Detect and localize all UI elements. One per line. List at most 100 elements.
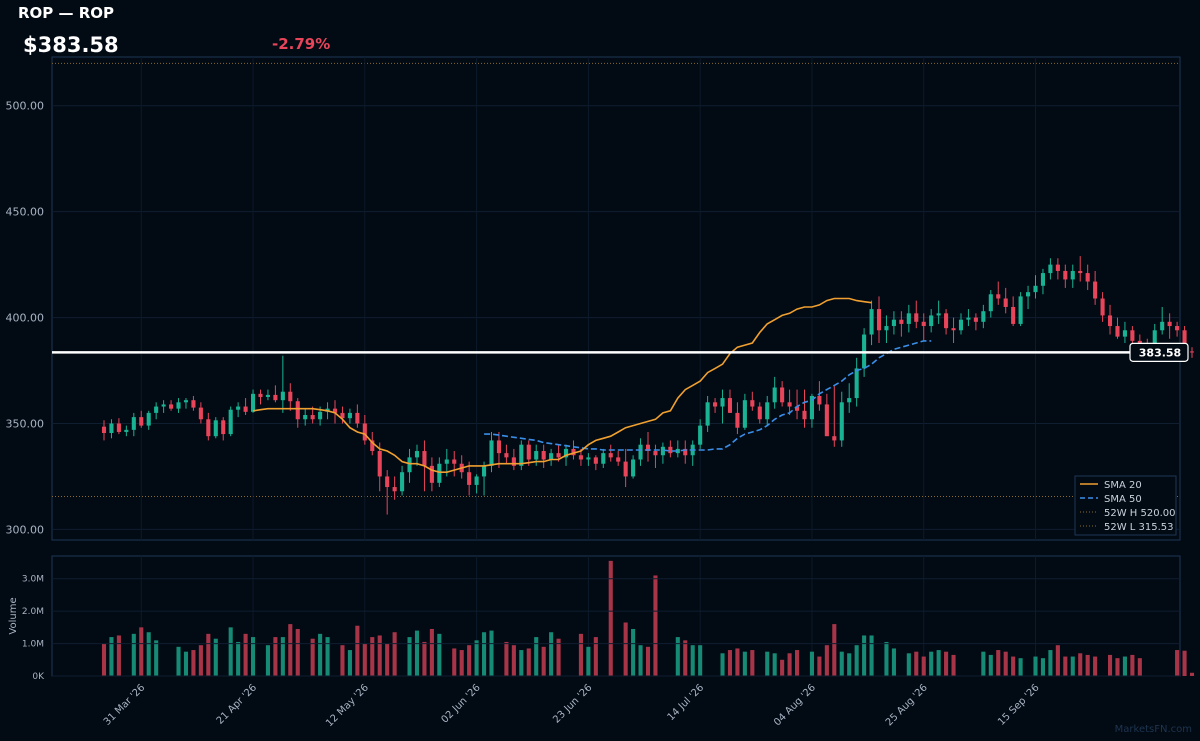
chart-title: ROP — ROP: [18, 4, 115, 22]
candle-body: [422, 451, 427, 466]
price-tick-label: 500.00: [6, 100, 45, 113]
candle-body: [876, 309, 882, 331]
last-price-badge: [1129, 342, 1189, 362]
candle-body: [310, 415, 315, 420]
candle-body: [958, 319, 964, 331]
candle-body: [750, 400, 755, 407]
candle-body: [981, 311, 986, 322]
candle-body: [340, 412, 345, 419]
candle-body: [385, 476, 390, 488]
candle-body: [988, 294, 993, 312]
volume-bar: [914, 651, 919, 676]
volume-bar: [362, 643, 367, 676]
volume-bar: [1070, 656, 1075, 676]
volume-bar: [340, 645, 345, 676]
candle-body: [444, 459, 449, 464]
candle-body: [206, 419, 211, 437]
volume-bar: [116, 635, 121, 676]
volume-bar: [675, 637, 680, 676]
candle-body: [288, 391, 293, 402]
volume-bar: [936, 650, 941, 676]
volume-bar: [370, 637, 375, 676]
volume-bar: [929, 651, 934, 676]
legend-label: SMA 50: [1104, 494, 1142, 505]
volume-bar: [206, 633, 211, 676]
candle-body: [996, 294, 1001, 299]
candle-body: [1003, 298, 1008, 307]
volume-bar: [988, 654, 993, 676]
volume-bar: [280, 637, 285, 676]
volume-bar: [318, 633, 323, 676]
candle-body: [847, 398, 852, 403]
candle-body: [772, 387, 777, 403]
candle-body: [161, 404, 166, 407]
volume-bar: [288, 624, 293, 676]
volume-bar: [325, 637, 330, 676]
candle-body: [645, 444, 651, 452]
candle-body: [1078, 270, 1083, 274]
candle-body: [169, 404, 174, 409]
candle-body: [549, 453, 554, 460]
watermark: MarketsFN.com: [1114, 724, 1192, 735]
volume-bar: [295, 628, 300, 676]
price-panel-frame: [51, 56, 1181, 541]
candle-body: [295, 401, 300, 420]
volume-bar: [1093, 656, 1098, 676]
candle-body: [1085, 273, 1090, 282]
candle-body: [899, 319, 904, 324]
candle-body: [891, 319, 896, 327]
candle-body: [139, 417, 144, 426]
volume-bar: [489, 630, 494, 676]
candle-body: [1055, 264, 1060, 271]
candle-body: [1040, 273, 1046, 286]
candle-body: [370, 440, 375, 452]
volume-bar: [780, 659, 785, 676]
volume-bar: [578, 633, 583, 676]
candle-body: [101, 426, 107, 434]
candle-body: [1167, 321, 1172, 327]
candle-body: [347, 412, 352, 419]
volume-bar: [101, 643, 107, 676]
candle-body: [884, 326, 889, 331]
volume-bar: [735, 648, 740, 676]
price-tick-label: 450.00: [6, 206, 45, 219]
candle-body: [824, 404, 829, 437]
candle-body: [973, 317, 978, 322]
volume-bar: [1055, 645, 1060, 676]
legend-label: 52W H 520.00: [1104, 508, 1175, 519]
candle-body: [683, 448, 688, 456]
volume-bar: [422, 641, 427, 676]
volume-bar: [794, 650, 800, 676]
candle-body: [407, 457, 412, 473]
volume-bar: [981, 651, 986, 676]
volume-tick-label: 3.0M: [22, 575, 44, 585]
candle-body: [429, 465, 434, 483]
date-tick-label: 23 Jun '26: [551, 682, 594, 725]
volume-bar: [1122, 656, 1127, 676]
volume-bar: [906, 653, 911, 676]
candle-body: [1063, 270, 1068, 280]
volume-bar: [750, 650, 755, 676]
price-tick-label: 400.00: [6, 312, 45, 325]
volume-bar: [1040, 658, 1046, 676]
volume-bar: [1063, 656, 1068, 676]
candle-body: [1189, 351, 1195, 353]
volume-bar: [504, 641, 509, 676]
candle-body: [176, 402, 181, 409]
volume-bar: [824, 645, 829, 676]
volume-bar: [355, 625, 360, 676]
candle-body: [1048, 264, 1053, 274]
candle-body: [452, 459, 457, 464]
volume-bar: [474, 640, 479, 676]
candle-body: [631, 459, 636, 477]
candle-body: [250, 393, 256, 412]
volume-bar: [1011, 656, 1016, 676]
candle-body: [735, 412, 740, 428]
volume-bar: [608, 560, 613, 676]
volume-bar: [176, 646, 181, 676]
candle-body: [780, 387, 785, 403]
candle-body: [474, 476, 479, 485]
candle-body: [437, 463, 442, 483]
volume-bar: [593, 637, 598, 676]
